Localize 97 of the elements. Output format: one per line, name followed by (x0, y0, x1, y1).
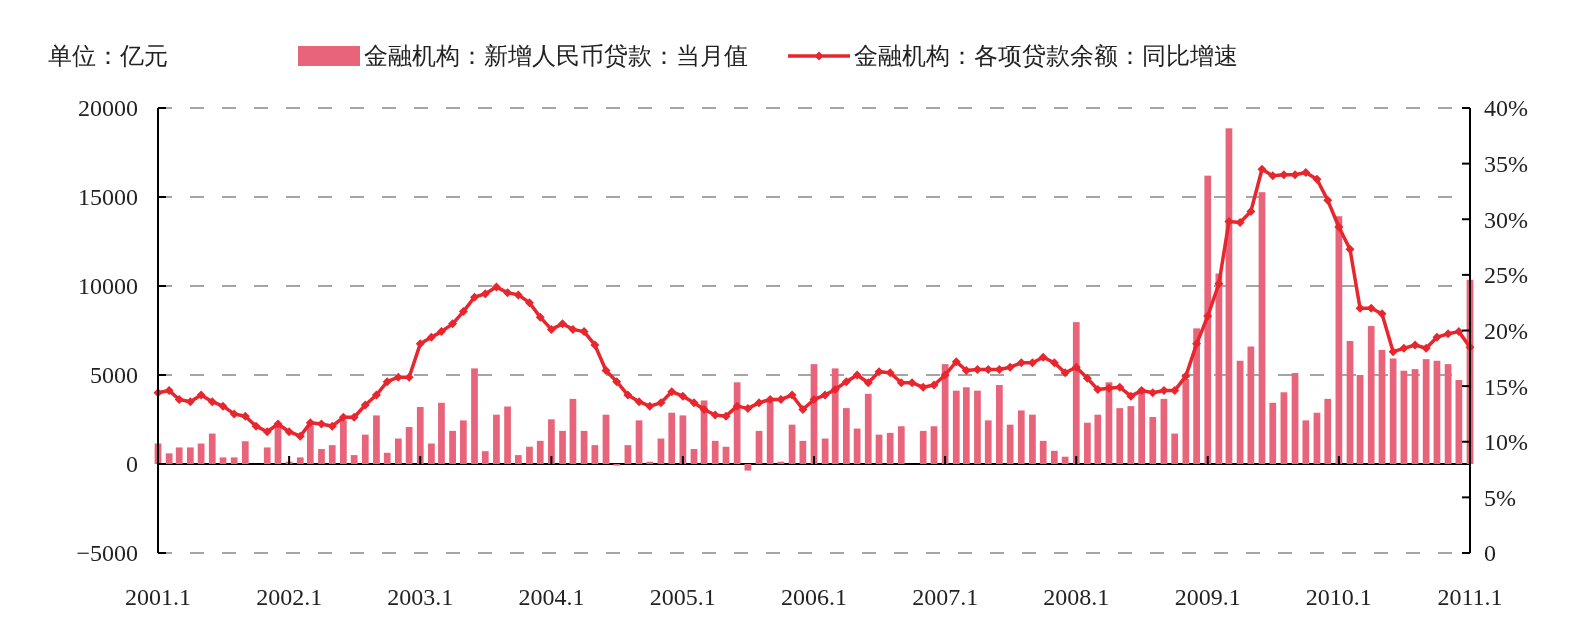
y2-tick-label: 0 (1484, 540, 1496, 567)
bar (1072, 322, 1080, 464)
bar (536, 440, 544, 464)
legend-label: 金融机构：新增人民币贷款：当月值 (364, 43, 748, 69)
bar (394, 438, 402, 464)
bar (416, 407, 424, 464)
bar (831, 368, 839, 464)
bar (383, 452, 391, 464)
bar (635, 420, 643, 464)
bar (165, 453, 173, 464)
x-tick-label: 2009.1 (1174, 584, 1241, 610)
x-tick-label: 2008.1 (1043, 584, 1110, 610)
x-tick-label: 2005.1 (649, 584, 716, 610)
y-tick-label: 10000 (78, 273, 138, 300)
x-tick-label: 2001.1 (125, 584, 191, 610)
bar (350, 455, 358, 464)
bar (1367, 326, 1375, 464)
x-tick-label: 2003.1 (387, 584, 454, 610)
bar (591, 445, 599, 464)
bar (668, 412, 676, 464)
bar (711, 440, 719, 464)
legend-label: 金融机构：各项贷款余额：同比增速 (854, 43, 1238, 69)
bar (1204, 175, 1212, 464)
x-tick-label: 2010.1 (1305, 584, 1372, 610)
bar (449, 430, 456, 464)
x-tick-label: 2006.1 (781, 584, 847, 610)
y2-tick-label: 20% (1484, 317, 1528, 344)
bar (962, 387, 970, 464)
bar (1302, 420, 1310, 464)
bar (559, 430, 566, 464)
y-tick-label: 0 (126, 451, 138, 478)
y2-tick-label: 15% (1484, 373, 1528, 400)
bar (1269, 402, 1277, 464)
y2-tick-label: 5% (1484, 484, 1516, 511)
bar (1094, 414, 1102, 464)
bar (263, 447, 271, 464)
x-tick-label: 2002.1 (256, 584, 323, 610)
bar (208, 433, 216, 464)
bar (296, 457, 304, 464)
bar (548, 419, 555, 464)
bar (481, 451, 489, 464)
bar (438, 402, 445, 464)
bar (744, 464, 752, 471)
bar (186, 447, 194, 464)
bar (984, 420, 992, 464)
bar (318, 449, 325, 464)
bar (175, 447, 183, 464)
bar (1422, 359, 1430, 464)
y2-tick-label: 40% (1484, 95, 1528, 122)
bar (493, 414, 500, 464)
bar (526, 446, 533, 464)
bar (1247, 346, 1255, 464)
bar (1193, 328, 1200, 464)
y2-tick-label: 25% (1484, 262, 1528, 289)
bar (428, 443, 435, 464)
bar (1116, 408, 1124, 464)
bar (864, 393, 872, 464)
bar (919, 430, 927, 464)
x-tick-label: 2007.1 (912, 584, 979, 610)
y2-tick-label: 30% (1484, 206, 1528, 233)
bar (1084, 422, 1091, 464)
y-tick-label: 20000 (78, 95, 138, 122)
bar (952, 390, 960, 464)
bar (460, 420, 467, 464)
bar (504, 406, 511, 464)
bar (842, 408, 850, 464)
bar (624, 445, 632, 464)
bar (974, 390, 981, 464)
y2-tick-label: 10% (1484, 429, 1528, 456)
text: 单位：亿元 (48, 43, 168, 69)
bar (1029, 414, 1036, 464)
bar (1324, 398, 1332, 464)
y-tick-label: 15000 (78, 184, 138, 211)
y-tick-label: 5000 (90, 362, 138, 389)
bar (1280, 392, 1288, 464)
bar (361, 434, 369, 464)
bar (1006, 424, 1014, 464)
x-tick-label: 2011.1 (1437, 584, 1503, 610)
bar (241, 441, 249, 464)
bar (219, 457, 227, 464)
bar (1171, 433, 1179, 464)
bar (1017, 410, 1025, 464)
bar (1039, 440, 1047, 464)
bar (471, 368, 478, 464)
bar (897, 426, 905, 464)
bar (886, 432, 894, 464)
bar (1050, 450, 1058, 464)
bar (328, 445, 336, 464)
x-tick-label: 2004.1 (518, 584, 585, 610)
y2-tick-label: 35% (1484, 151, 1528, 178)
y-tick-label: −5000 (76, 540, 138, 567)
bar (514, 455, 522, 464)
bar (930, 426, 938, 464)
bar (230, 457, 238, 464)
bar (996, 384, 1003, 464)
bar (1149, 417, 1157, 464)
bar (373, 415, 380, 464)
